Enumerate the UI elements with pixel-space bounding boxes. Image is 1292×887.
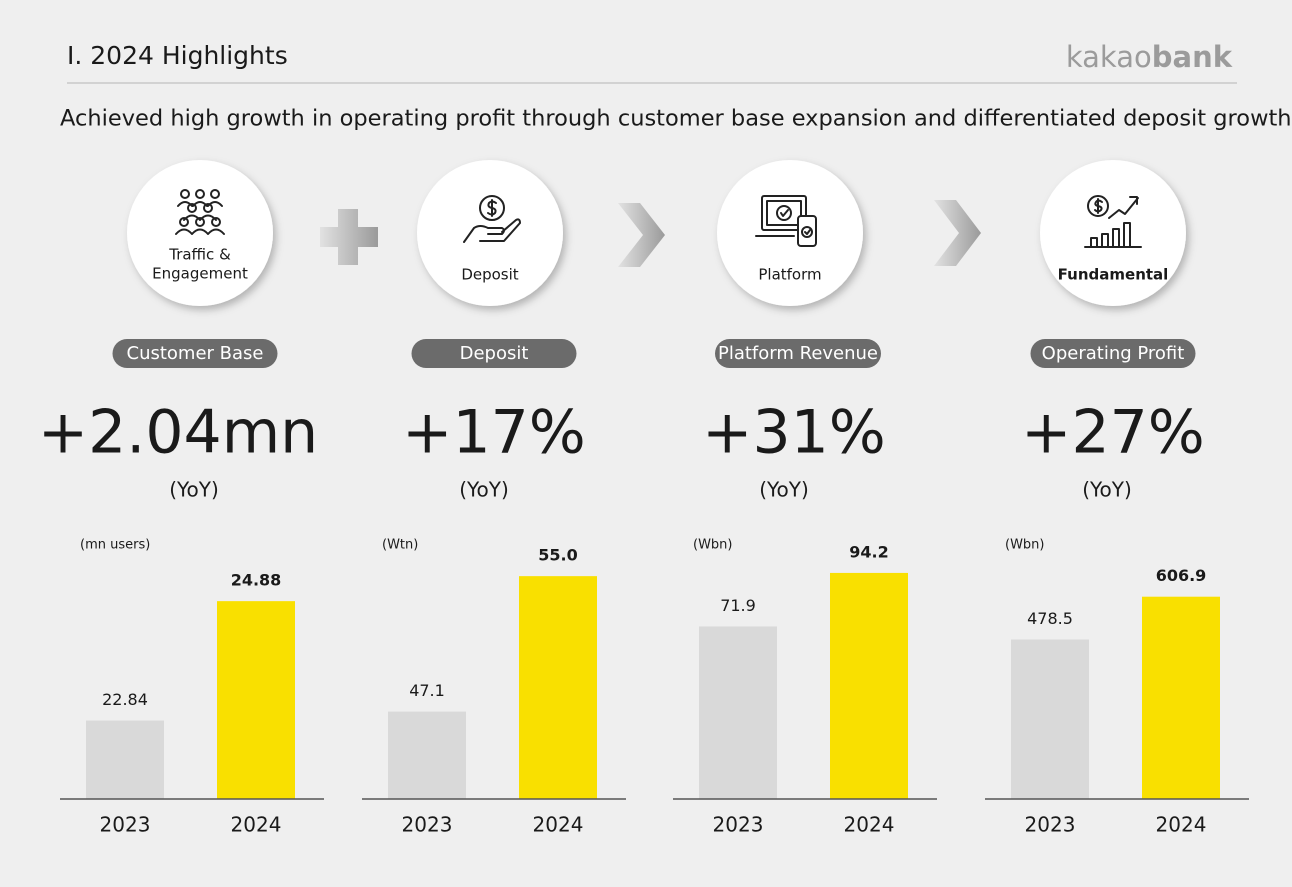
metric-pill [715, 339, 881, 368]
change-value: +17% [402, 398, 586, 468]
icon-label: Platform [758, 266, 821, 284]
change-value: +2.04mn [38, 398, 318, 468]
growth-icon [1084, 195, 1142, 248]
bar-chart: (mn users) 22.84 2023 24.88 2024 [60, 538, 324, 837]
x-tick-label: 2024 [844, 813, 895, 837]
value-label: 47.1 [409, 681, 445, 700]
value-label: 478.5 [1027, 609, 1073, 628]
value-label: 22.84 [102, 690, 148, 709]
icon-circle [127, 160, 273, 306]
unit-label: (Wbn) [1005, 538, 1045, 553]
unit-label: (Wbn) [693, 538, 733, 553]
bar-chart: (Wbn) 478.5 2023 606.9 2024 [985, 538, 1249, 837]
value-label: 606.9 [1156, 566, 1207, 585]
metric-pill [112, 339, 278, 368]
period-label: (YoY) [1082, 478, 1132, 502]
chevron-icon [618, 203, 665, 267]
slide-title: I. 2024 Highlights [67, 41, 288, 70]
deposit-icon [463, 195, 521, 243]
chevron-icon [934, 200, 981, 266]
bar [217, 601, 295, 799]
x-tick-label: 2023 [1025, 813, 1076, 837]
metric-label: Deposit [460, 343, 529, 364]
x-tick-label: 2024 [533, 813, 584, 837]
value-label: 55.0 [538, 546, 577, 565]
bar [388, 711, 466, 799]
metric-label: Operating Profit [1042, 343, 1185, 364]
bar [86, 720, 164, 799]
value-label: 94.2 [849, 542, 888, 561]
metric-pill [1030, 339, 1196, 368]
bar [1142, 596, 1220, 799]
change-value: +27% [1021, 398, 1205, 468]
x-tick-label: 2024 [1156, 813, 1207, 837]
people-icon [175, 189, 225, 235]
period-label: (YoY) [759, 478, 809, 502]
x-tick-label: 2023 [713, 813, 764, 837]
bar-chart: (Wtn) 47.1 2023 55.0 2024 [362, 538, 626, 837]
value-label: 24.88 [231, 571, 282, 590]
period-label: (YoY) [169, 478, 219, 502]
icon-label: Fundamental [1058, 266, 1169, 284]
logo-light: kakao [1066, 40, 1152, 74]
platform-icon [755, 195, 817, 247]
icon-circle [717, 160, 863, 306]
icon-label: Deposit [461, 266, 518, 284]
bar [699, 626, 777, 799]
metric-label: Platform Revenue [718, 343, 878, 364]
unit-label: (Wtn) [382, 538, 418, 553]
bar [519, 576, 597, 799]
period-label: (YoY) [459, 478, 509, 502]
icon-label: Traffic & [168, 246, 231, 264]
bar [1011, 639, 1089, 799]
unit-label: (mn users) [80, 538, 150, 553]
subtitle: Achieved high growth in operating profit… [60, 106, 1292, 132]
x-tick-label: 2024 [231, 813, 282, 837]
plus-icon [320, 209, 378, 265]
logo-bold: bank [1152, 40, 1233, 74]
value-label: 71.9 [720, 596, 756, 615]
metric-pill [411, 339, 577, 368]
metric-label: Customer Base [127, 343, 264, 364]
x-tick-label: 2023 [402, 813, 453, 837]
x-tick-label: 2023 [100, 813, 151, 837]
bar-chart: (Wbn) 71.9 2023 94.2 2024 [673, 538, 937, 837]
bar [830, 572, 908, 799]
logo: kakaobank [1066, 40, 1233, 74]
change-value: +31% [702, 398, 886, 468]
icon-label: Engagement [152, 265, 248, 283]
